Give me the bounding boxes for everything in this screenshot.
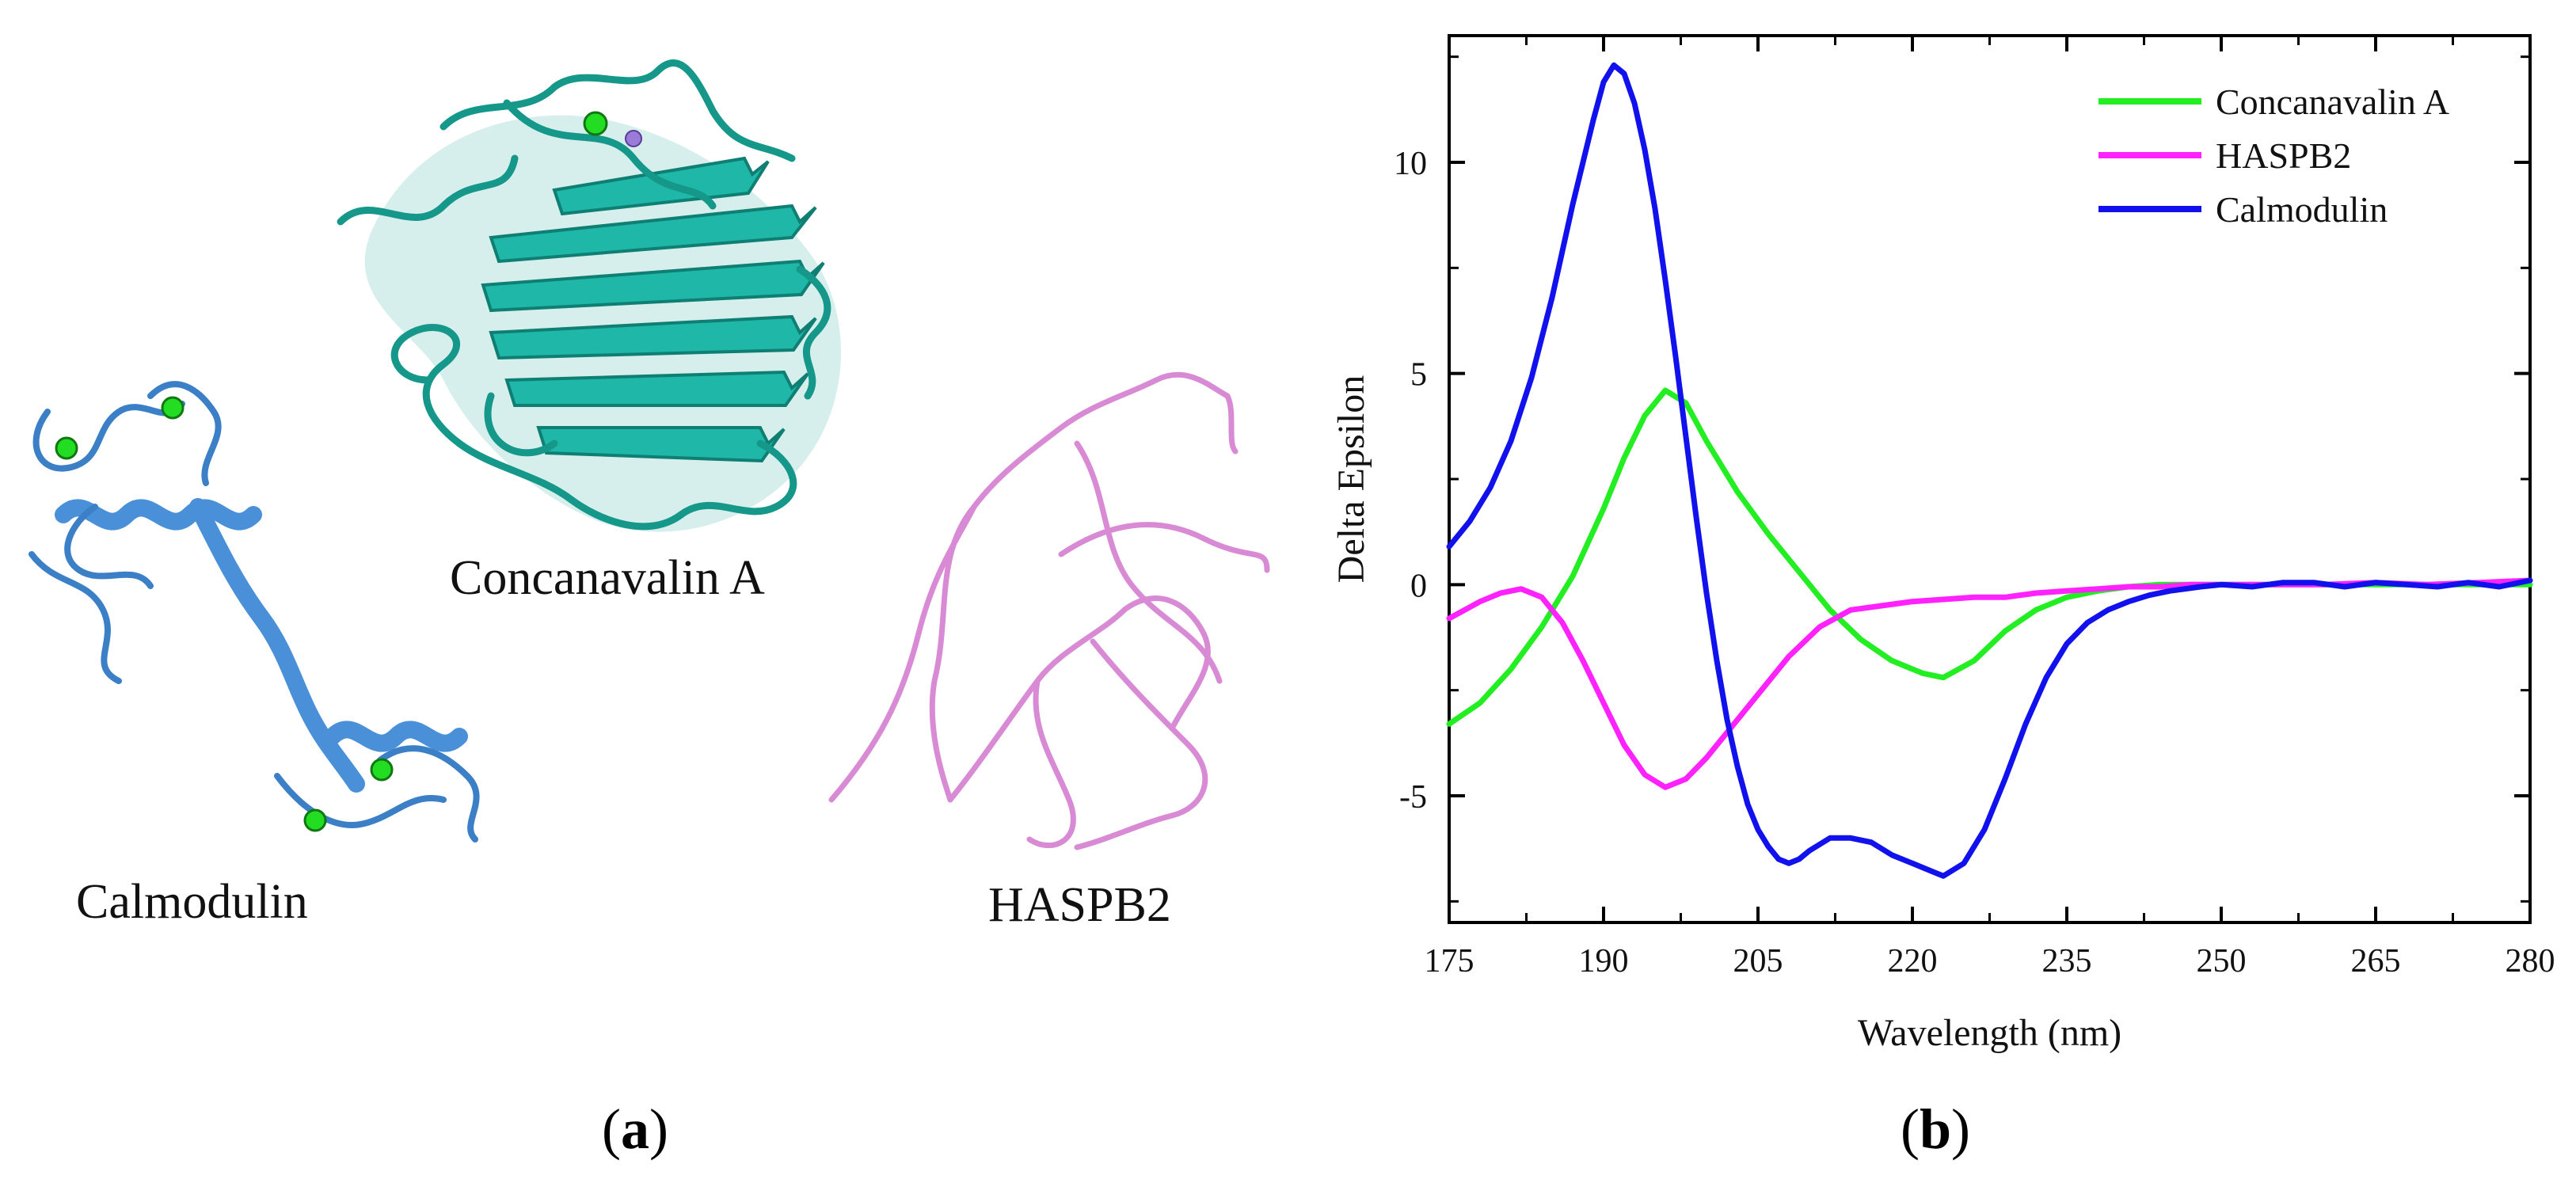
legend-label: Calmodulin <box>2216 189 2388 230</box>
calmodulin-structure <box>29 381 480 843</box>
haspb2-structure <box>828 371 1270 850</box>
structure-label-haspb2: HASPB2 <box>988 878 1171 932</box>
panel-label-a: (a) <box>602 1097 668 1161</box>
y-tick-label: 5 <box>1410 357 1427 394</box>
x-tick-label: 190 <box>1579 943 1629 979</box>
plot-frame <box>1448 34 2532 924</box>
panel-letter-b: b <box>1919 1097 1952 1161</box>
cd-spectrum-chart: 175 190 205 220 235 250 265 280 -5 0 5 10 Wavelength… <box>1330 34 2555 1054</box>
x-tick-label: 220 <box>1888 943 1938 979</box>
x-tick-label: 205 <box>1733 943 1783 979</box>
x-tick-label: 235 <box>2042 943 2092 979</box>
series-line-calmodulin <box>1446 62 2533 879</box>
x-tick-label: 175 <box>1425 943 1474 979</box>
legend-label: HASPB2 <box>2216 135 2351 176</box>
structure-label-concanavalin-a: Concanavalin A <box>450 551 765 605</box>
y-tick-label: 10 <box>1394 146 1427 182</box>
concanavalin-a-structure <box>337 59 842 532</box>
panel-letter-a: a <box>620 1097 649 1161</box>
series-line-haspb2 <box>1446 577 2533 790</box>
x-tick-label: 250 <box>2197 943 2247 979</box>
x-tick-label: 280 <box>2506 943 2555 979</box>
structure-label-calmodulin: Calmodulin <box>76 875 308 929</box>
legend-label: Concanavalin A <box>2216 82 2449 122</box>
x-tick-label: 265 <box>2351 943 2401 979</box>
series-line-concanavalin-a <box>1446 387 2533 727</box>
y-tick-label: 0 <box>1410 568 1427 604</box>
panel-label-b: (b) <box>1901 1097 1971 1161</box>
y-tick-label: -5 <box>1399 779 1427 816</box>
x-axis-title: Wavelength (nm) <box>1858 1012 2121 1054</box>
y-axis-title: Delta Epsilon <box>1330 375 1372 584</box>
